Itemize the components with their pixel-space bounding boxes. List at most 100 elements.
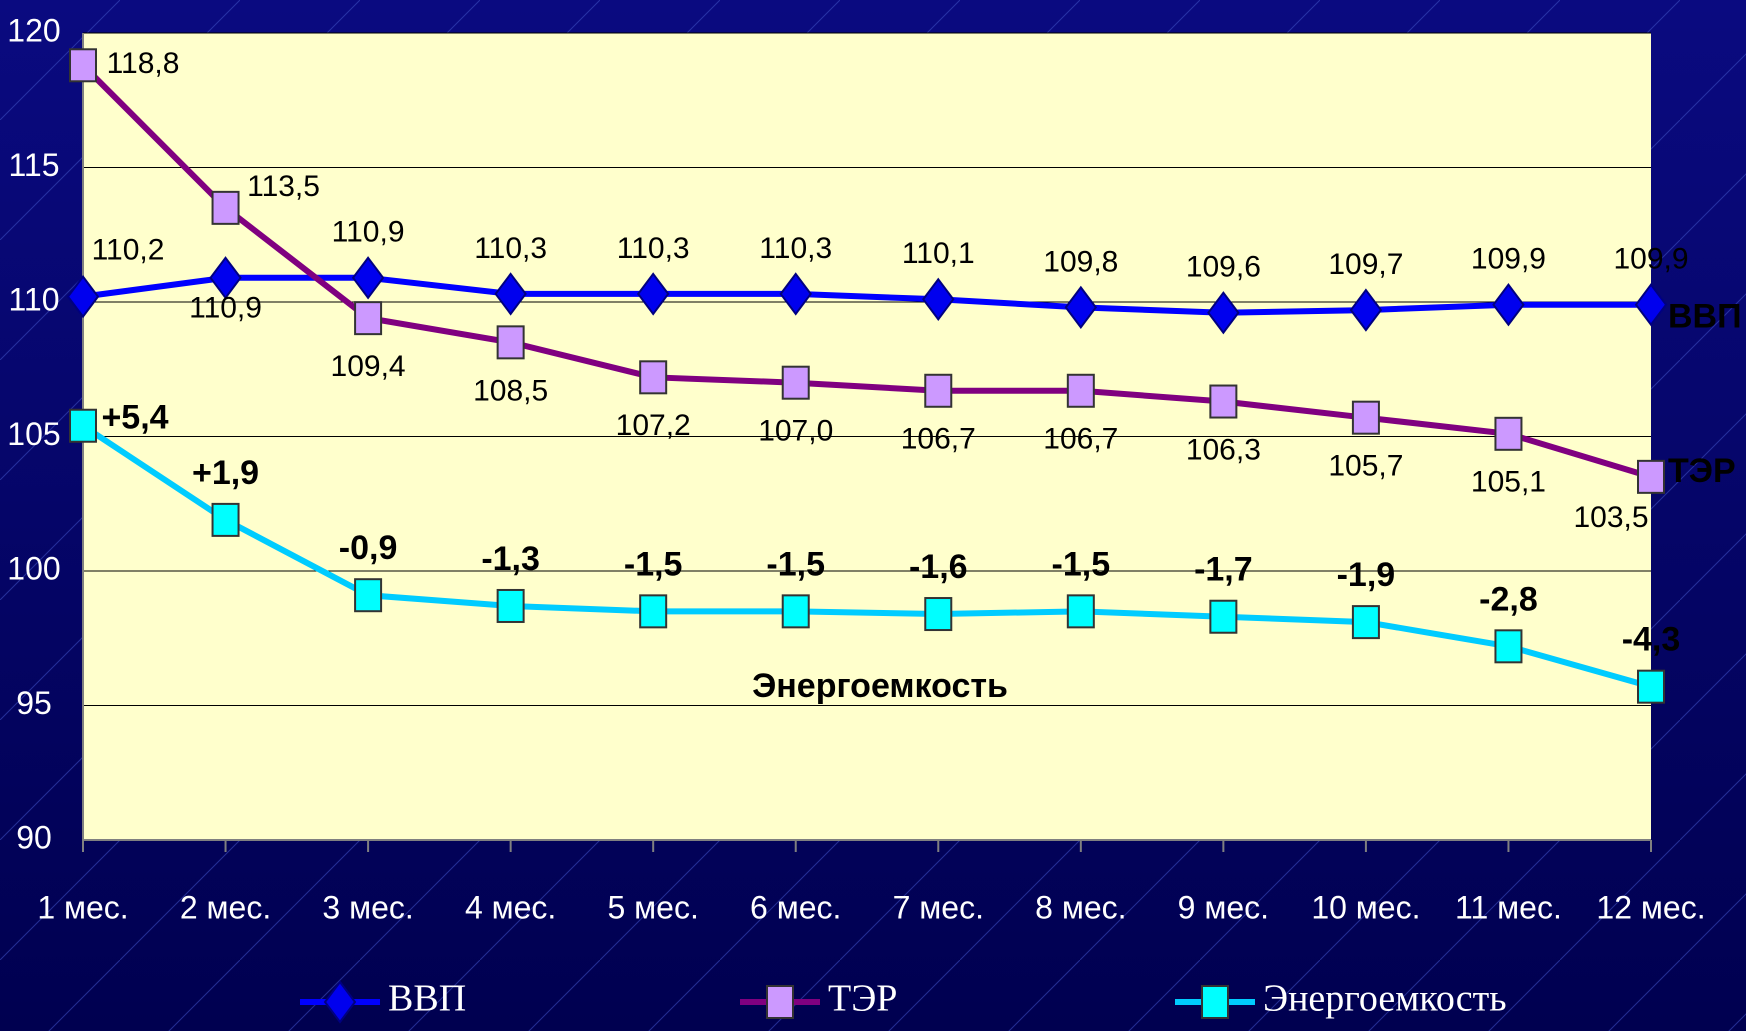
y-tick-label: 100 [7, 550, 60, 586]
data-point [1494, 629, 1523, 664]
data-point [922, 277, 955, 321]
data-label: -0,9 [339, 529, 398, 567]
data-point [639, 360, 668, 395]
data-label: 110,3 [474, 232, 547, 265]
data-point [209, 256, 242, 300]
x-tick-label: 12 мес. [1596, 889, 1705, 925]
data-label: 109,4 [331, 350, 406, 383]
data-point [1209, 384, 1238, 419]
y-tick-label: 90 [16, 819, 52, 855]
data-point [69, 408, 97, 443]
y-tick-label: 115 [8, 147, 59, 183]
y-tick-label: 120 [7, 12, 60, 48]
x-tick-label: 9 мес. [1178, 889, 1269, 925]
data-label: 108,5 [473, 374, 548, 407]
x-tick-label: 10 мес. [1311, 889, 1420, 925]
data-point [211, 502, 240, 537]
data-label: -4,3 [1622, 621, 1681, 659]
data-label: -1,5 [1052, 545, 1111, 583]
data-label: 105,1 [1471, 466, 1546, 499]
data-point [496, 325, 525, 360]
data-label: 109,6 [1186, 251, 1261, 284]
series-line [82, 274, 1651, 316]
data-label: 110,3 [617, 232, 690, 265]
x-tick-label: 1 мес. [37, 889, 128, 925]
data-point [1066, 373, 1095, 408]
data-label: 106,7 [1043, 423, 1118, 456]
data-point [1634, 283, 1668, 327]
legend-label: Энергоемкость [1263, 978, 1507, 1020]
x-tick-label: 8 мес. [1035, 889, 1126, 925]
data-point [1207, 291, 1240, 335]
data-point [1066, 594, 1095, 629]
data-point [1637, 459, 1665, 494]
x-tick-label: 3 мес. [322, 889, 413, 925]
data-label: +1,9 [192, 454, 259, 492]
legend-marker [766, 985, 794, 1019]
data-point [1064, 285, 1098, 330]
series-end-label: ТЭР [1668, 452, 1736, 490]
x-tick-label: 7 мес. [893, 889, 984, 925]
data-label: 107,0 [758, 415, 833, 448]
data-point [1351, 605, 1380, 640]
data-point [1494, 416, 1523, 451]
data-label: 106,3 [1186, 433, 1261, 466]
legend-label: ТЭР [828, 978, 897, 1020]
data-label: 106,7 [901, 423, 976, 456]
data-label: -1,7 [1194, 551, 1253, 589]
y-tick-label: 105 [7, 416, 60, 452]
data-label: 110,9 [189, 292, 262, 325]
data-label: 118,8 [107, 47, 180, 80]
data-label: -1,5 [766, 545, 825, 583]
legend-marker [1201, 985, 1229, 1019]
data-point [211, 190, 240, 225]
data-point [924, 373, 953, 408]
data-point [494, 272, 527, 316]
x-tick-label: 5 мес. [607, 889, 698, 925]
x-tick-label: 11 мес. [1455, 889, 1562, 925]
series-line [81, 423, 1652, 690]
data-label: 103,5 [1573, 501, 1648, 534]
data-point [779, 272, 812, 316]
data-label: -1,3 [481, 540, 540, 578]
data-label: 105,7 [1328, 450, 1403, 483]
data-point [66, 274, 100, 319]
data-point [636, 272, 670, 316]
data-label: -1,6 [909, 548, 968, 586]
data-label: 107,2 [616, 409, 691, 442]
data-label: -1,9 [1337, 556, 1396, 594]
data-point [639, 594, 668, 629]
data-label: 113,5 [247, 170, 320, 203]
data-label: 109,9 [1613, 243, 1688, 276]
data-point [1492, 283, 1525, 327]
data-label: -2,8 [1479, 580, 1538, 618]
data-point [1637, 669, 1665, 704]
legend-marker [323, 980, 357, 1024]
data-point [1349, 288, 1383, 332]
legend-label: ВВП [388, 978, 466, 1020]
data-point [354, 578, 383, 613]
data-label: 110,9 [332, 216, 405, 249]
data-label: 110,1 [902, 237, 975, 270]
series-line [80, 63, 1652, 480]
series-end-label: ВВП [1668, 298, 1742, 336]
y-tick-label: 95 [16, 685, 52, 721]
data-point [1351, 400, 1380, 435]
annotation: Энергоемкость [752, 667, 1008, 705]
data-point [781, 365, 810, 400]
data-label: +5,4 [101, 399, 168, 437]
data-point [1209, 599, 1238, 634]
data-label: 109,8 [1043, 245, 1118, 278]
data-point [781, 594, 810, 629]
x-tick-label: 6 мес. [750, 889, 841, 925]
data-point [496, 588, 525, 623]
data-point [351, 256, 385, 300]
data-label: 109,9 [1471, 243, 1546, 276]
data-label: 110,3 [759, 232, 832, 265]
data-point [354, 301, 383, 336]
data-label: 109,7 [1328, 248, 1403, 281]
x-tick-label: 2 мес. [180, 889, 271, 925]
y-tick-label: 110 [8, 281, 59, 317]
data-label: -1,5 [624, 545, 683, 583]
